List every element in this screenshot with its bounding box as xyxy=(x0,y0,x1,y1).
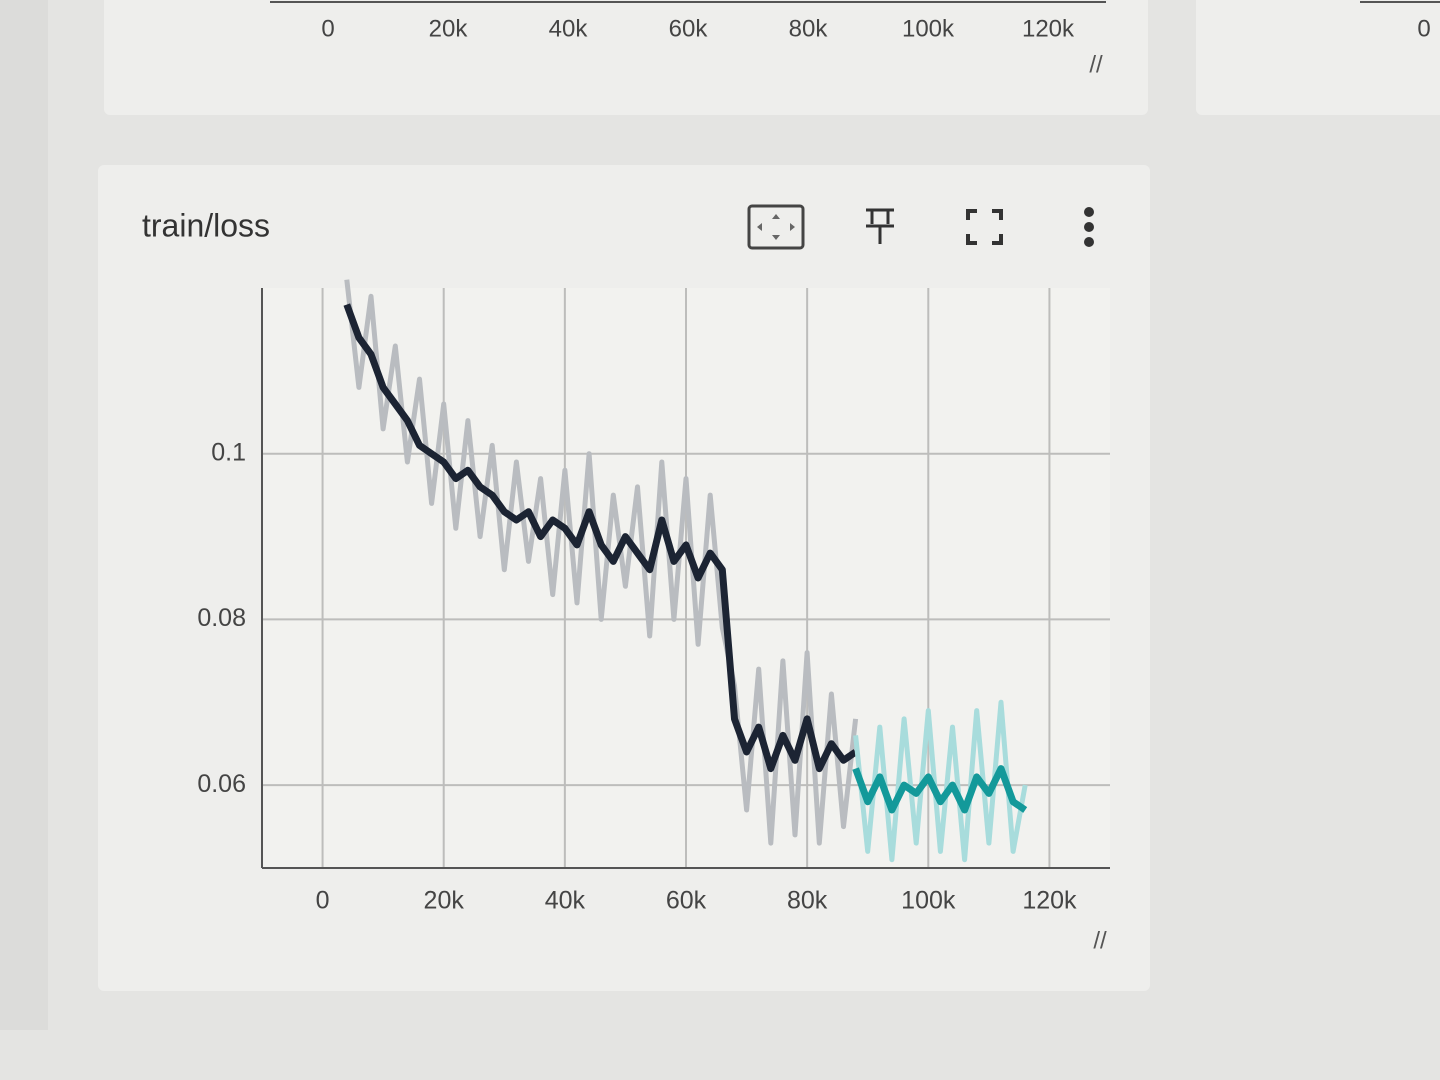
sidebar xyxy=(0,0,48,1030)
loss-line xyxy=(852,765,1028,814)
lines xyxy=(343,279,1028,863)
x-tick-label: 0 xyxy=(316,887,330,915)
fit-domain-button[interactable] xyxy=(747,204,805,250)
loss-line xyxy=(853,699,1028,863)
pin-button[interactable] xyxy=(866,208,894,244)
top-x-label: 40k xyxy=(549,15,589,42)
top-x-label: 20k xyxy=(429,15,469,42)
top-x-label: 120k xyxy=(1022,15,1075,42)
y-tick-label: 0.08 xyxy=(197,604,246,632)
tick-labels: 0 20k 40k 60k 80k 100k 120k 0.06 0.08 0.1 xyxy=(197,438,1077,914)
resize-icon[interactable]: // xyxy=(1093,927,1107,954)
top-x-labels: 0 20k 40k 60k 80k 100k 120k xyxy=(321,15,1075,42)
x-tick-label: 60k xyxy=(666,887,707,915)
more-button[interactable] xyxy=(1084,207,1094,247)
side-card xyxy=(1196,0,1440,115)
x-tick-label: 100k xyxy=(901,887,956,915)
top-x-label: 100k xyxy=(902,15,955,42)
top-x-label: 0 xyxy=(321,15,334,42)
resize-icon[interactable]: // xyxy=(1089,51,1103,78)
top-x-label: 60k xyxy=(669,15,709,42)
x-tick-label: 120k xyxy=(1022,887,1077,915)
loss-line xyxy=(343,303,858,773)
fullscreen-button[interactable] xyxy=(966,209,1003,245)
top-card xyxy=(104,0,1148,115)
x-tick-label: 20k xyxy=(424,887,465,915)
chart-title: train/loss xyxy=(142,207,270,243)
x-tick-label: 40k xyxy=(545,887,586,915)
x-tick-label: 80k xyxy=(787,887,828,915)
y-tick-label: 0.06 xyxy=(197,770,246,798)
side-x-label: 0 xyxy=(1417,15,1430,42)
loss-line xyxy=(344,279,859,846)
y-tick-label: 0.1 xyxy=(211,438,246,466)
grid xyxy=(262,288,1110,868)
top-x-label: 80k xyxy=(789,15,829,42)
